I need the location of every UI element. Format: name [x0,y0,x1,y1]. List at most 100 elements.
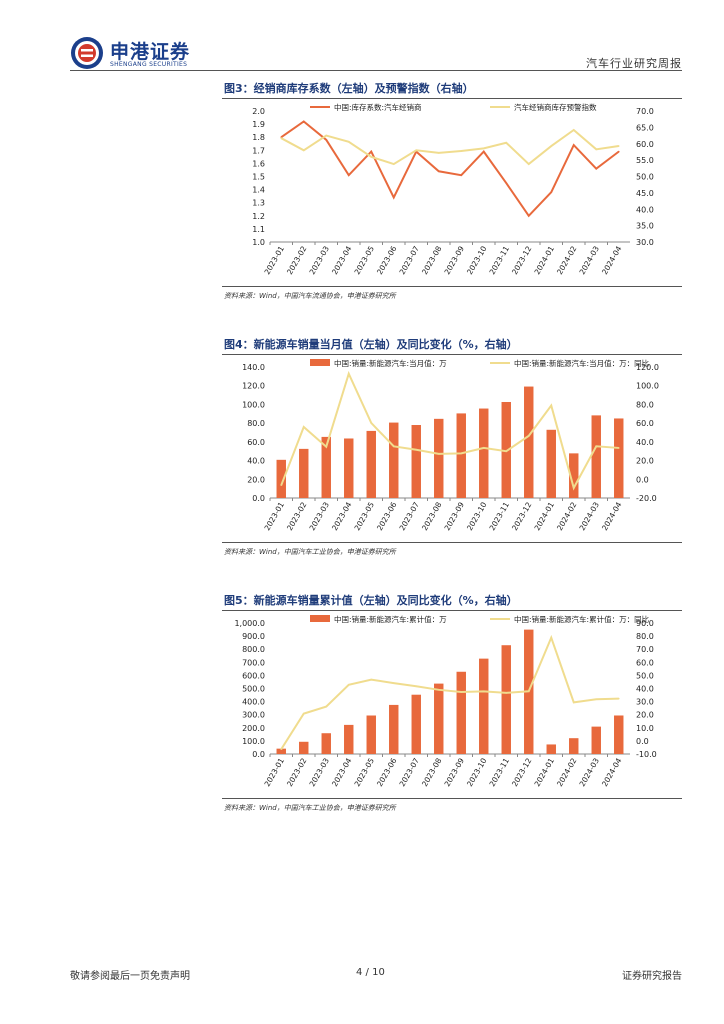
x-tick-label: 2024-04 [600,500,624,532]
data-point [325,134,328,137]
bar [299,448,309,498]
data-point [347,174,350,176]
right-tick-label: 65.0 [636,123,654,132]
left-tick-label: 60.0 [247,438,265,447]
bar [299,741,309,754]
right-tick-label: 80.0 [636,400,654,409]
data-point [325,705,328,708]
left-tick-label: 400.0 [242,698,265,707]
bar [501,645,511,754]
x-tick-label: 2024-02 [555,244,579,276]
right-tick-label: 60.0 [636,140,654,149]
header-divider [70,70,682,71]
figure-5-bottom-rule [222,798,682,799]
right-tick-label: 35.0 [636,222,654,231]
x-tick-label: 2023-02 [285,500,309,532]
data-point [347,372,350,375]
x-tick-label: 2023-03 [308,500,332,532]
bar [389,422,399,498]
x-tick-label: 2023-09 [443,756,467,788]
x-tick-label: 2023-12 [510,500,534,532]
x-tick-label: 2023-11 [488,756,512,788]
x-tick-label: 2023-01 [263,756,287,788]
data-point [460,452,463,455]
series-line [280,120,620,218]
data-point [392,682,395,684]
data-point [572,701,575,704]
data-point [595,167,598,170]
left-tick-label: 140.0 [242,363,265,372]
right-tick-label: 80.0 [636,632,654,641]
x-tick-label: 2023-10 [465,500,489,532]
report-type: 汽车行业研究周报 [586,57,682,70]
legend-label: 中国:销量:新能源汽车:当月值：万：同比 [514,358,650,368]
data-point [437,170,440,173]
x-tick-label: 2023-06 [375,756,399,788]
data-point [617,145,620,147]
bar [434,683,444,754]
data-point [505,692,508,694]
x-tick-label: 2023-07 [398,244,422,276]
left-tick-label: 1.4 [252,186,265,195]
series-line [280,634,619,750]
left-tick-label: 1,000.0 [234,619,265,628]
data-point [280,748,283,750]
x-tick-label: 2023-07 [398,500,422,532]
right-tick-label: 0.0 [636,737,649,746]
left-tick-label: 800.0 [242,645,265,654]
data-point [280,484,283,486]
figure-4-bottom-rule [222,542,682,543]
legend-label: 中国:销量:新能源汽车:当月值：万 [334,358,447,368]
x-tick-label: 2024-01 [533,500,557,532]
data-point [302,149,305,152]
bar [501,401,511,498]
data-point [527,163,530,165]
legend-label: 中国:销量:新能源汽车:累计值：万：同比 [514,614,650,624]
data-point [460,174,463,176]
data-point [347,140,350,143]
data-point [392,163,395,165]
figure-4-source: 资料来源：Wind，中国汽车工业协会，申港证券研究所 [224,548,396,556]
figure-3-top-rule [222,98,682,99]
x-tick-label: 2023-11 [488,500,512,532]
left-tick-label: 1.8 [252,133,265,142]
x-tick-label: 2024-03 [578,756,602,788]
data-point [550,404,553,407]
left-tick-label: 700.0 [242,658,265,667]
data-point [437,152,440,154]
x-tick-label: 2023-06 [375,244,399,276]
x-tick-label: 2023-04 [330,500,354,532]
data-point [595,148,598,151]
legend-label: 中国:销量:新能源汽车:累计值：万 [334,614,447,624]
legend-swatch [310,359,330,366]
bar [366,715,376,754]
x-tick-label: 2024-03 [578,500,602,532]
x-tick-label: 2023-01 [263,500,287,532]
data-point [437,689,440,691]
data-point [595,698,598,701]
left-tick-label: 1.6 [252,159,265,168]
figure-3-title: 图3：经销商库存系数（左轴）及预警指数（右轴） [224,82,474,95]
right-tick-label: 100.0 [636,382,659,391]
data-point [392,196,395,199]
bar [614,418,624,498]
x-tick-label: 2024-03 [578,244,602,276]
bar [321,436,331,498]
left-tick-label: 80.0 [247,419,265,428]
data-point [415,448,418,451]
figure-3-source: 资料来源：Wind，中国汽车流通协会，申港证券研究所 [224,292,396,300]
left-tick-label: 600.0 [242,671,265,680]
bar [411,425,421,498]
brand-subtitle: SHENGANG SECURITIES [110,61,188,68]
page-number: 4 / 10 [356,967,385,978]
bar [569,738,579,754]
figure-5-top-rule [222,610,682,611]
left-tick-label: 500.0 [242,685,265,694]
x-tick-label: 2023-02 [285,756,309,788]
figure-4-chart: 0.0 20.0 40.0 60.0 80.0 100.0 120.0 140.0 -20.0 0… [242,358,659,532]
right-tick-label: 70.0 [636,107,654,116]
bar [434,418,444,498]
bar [546,744,556,754]
bar [591,415,601,498]
data-point [325,445,328,448]
